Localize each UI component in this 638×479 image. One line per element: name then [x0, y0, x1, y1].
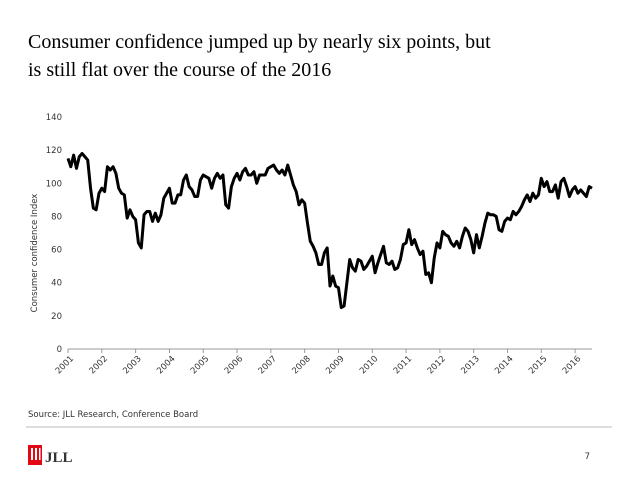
y-tick-label: 80	[51, 212, 62, 222]
y-tick-label: 0	[57, 345, 62, 355]
y-tick-label: 40	[51, 279, 62, 289]
x-tick-label: 2013	[459, 354, 481, 376]
x-tick-label: 2002	[88, 354, 110, 376]
logo-text: JLL	[45, 450, 73, 466]
y-tick-label: 20	[51, 312, 62, 322]
y-tick-label: 100	[46, 179, 62, 189]
x-tick-label: 2015	[527, 354, 549, 376]
y-tick-label: 120	[46, 146, 62, 156]
x-tick-label: 2014	[493, 354, 515, 376]
x-tick-label: 2003	[121, 354, 143, 376]
page-number: 7	[585, 452, 590, 462]
y-tick-label: 60	[51, 246, 62, 256]
x-tick-label: 2011	[392, 354, 414, 376]
logo-icon	[28, 445, 42, 465]
x-tick-label: 2009	[324, 354, 346, 376]
x-tick-label: 2004	[155, 354, 177, 376]
series-line	[66, 151, 593, 310]
x-tick-label: 2006	[223, 354, 245, 376]
y-axis-label: Consumer confidence Index	[30, 194, 40, 313]
title: Consumer confidence jumped up by nearly …	[28, 31, 491, 81]
source: Source: JLL Research, Conference Board	[28, 410, 198, 420]
x-tick-label: 2005	[189, 354, 211, 376]
x-tick-label: 2008	[290, 354, 312, 376]
x-tick-label: 2016	[561, 354, 583, 376]
y-tick-label: 140	[46, 113, 62, 123]
x-tick-label: 2001	[54, 354, 76, 376]
x-tick-label: 2007	[257, 354, 279, 376]
x-tick-label: 2012	[426, 354, 448, 376]
x-tick-label: 2010	[358, 354, 380, 376]
